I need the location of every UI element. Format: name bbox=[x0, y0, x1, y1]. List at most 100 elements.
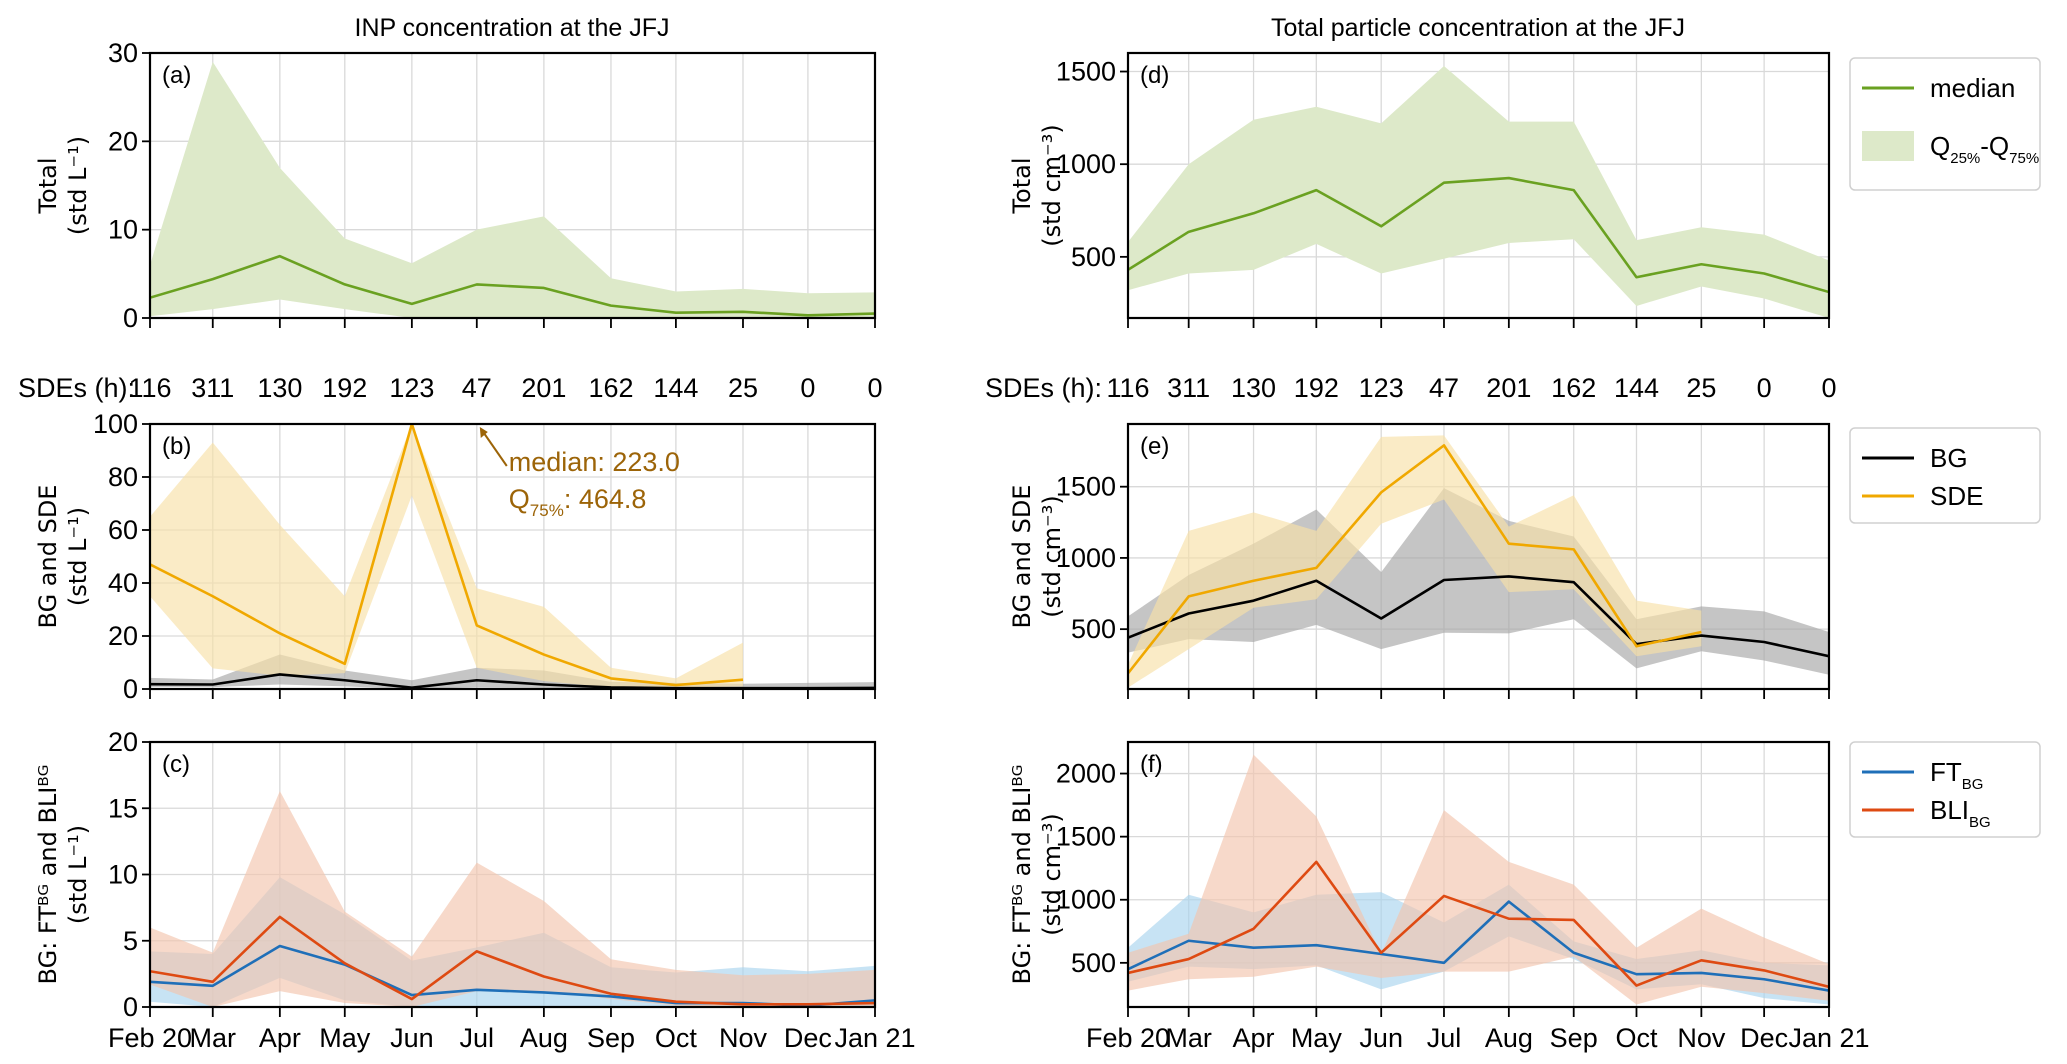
y-axis-label-line: BG and SDE bbox=[34, 485, 62, 629]
x-tick-label: Mar bbox=[190, 1023, 237, 1053]
x-tick-label: Apr bbox=[1233, 1023, 1275, 1053]
y-tick-label: 10 bbox=[108, 860, 138, 890]
y-tick-label: 1500 bbox=[1056, 822, 1116, 852]
sde-hours-value: 311 bbox=[1167, 373, 1210, 403]
series-group bbox=[1128, 754, 1829, 1005]
x-tick-label: Aug bbox=[520, 1023, 568, 1053]
y-tick-label: 80 bbox=[108, 462, 138, 492]
y-axis-label-line: BG: FTᴮᴳ and BLIᴮᴳ bbox=[1008, 765, 1036, 985]
sde-hours-value: 0 bbox=[1757, 373, 1772, 403]
x-tick-label: Apr bbox=[259, 1023, 301, 1053]
panel-a: 0 10 20 30 (a) Total(std L⁻¹) bbox=[34, 38, 877, 333]
iqr-band-sde bbox=[150, 424, 743, 688]
axes-frame bbox=[1126, 51, 1831, 320]
y-tick-label: 10 bbox=[108, 215, 138, 245]
panel-label: (c) bbox=[162, 751, 190, 778]
legend-label: FTBG bbox=[1930, 757, 1983, 793]
y-tick-label: 500 bbox=[1071, 948, 1116, 978]
sde-hours-left: SDEs (h):116 311 130 192 123 47 201 162 144 25 0 0 bbox=[18, 373, 883, 403]
y-tick-label: 40 bbox=[108, 568, 138, 598]
legend-swatch-fill bbox=[1862, 131, 1914, 161]
median-line-ft_bg bbox=[1128, 900, 1829, 992]
median-line-median bbox=[1128, 176, 1829, 294]
sde-hours-value: 311 bbox=[191, 373, 234, 403]
iqr-band-median bbox=[150, 61, 875, 318]
x-tick-label: Jan 21 bbox=[834, 1023, 915, 1053]
series-group bbox=[150, 791, 875, 1007]
x-tick-label: Jul bbox=[1427, 1023, 1462, 1053]
iqr-band-median bbox=[1128, 65, 1829, 318]
y-axis-label: BG and SDE(std cm⁻³) bbox=[1008, 485, 1066, 629]
sde-hours-value: 144 bbox=[1614, 373, 1659, 403]
median-line-sde bbox=[150, 424, 744, 687]
sde-hours-value: 47 bbox=[1429, 373, 1459, 403]
legend-text: Q bbox=[1930, 131, 1950, 161]
y-tick-label: 500 bbox=[1071, 242, 1116, 272]
axes-frame bbox=[1126, 422, 1831, 691]
y-tick-label: 30 bbox=[108, 38, 138, 68]
title-total-particles: Total particle concentration at the JFJ bbox=[1271, 14, 1685, 42]
x-tick-label: May bbox=[319, 1023, 371, 1053]
y-axis-label-line: Total bbox=[1008, 157, 1036, 214]
sde-hours-value: 0 bbox=[800, 373, 815, 403]
sde-hours-value: 25 bbox=[728, 373, 758, 403]
x-tick-label: Mar bbox=[1165, 1023, 1212, 1053]
panel-d: 500 1000 1500 (d) Total(std cm⁻³) bbox=[1008, 51, 1831, 328]
y-tick-label: 1000 bbox=[1056, 543, 1116, 573]
legend-label: Q25%-Q75% bbox=[1930, 131, 2039, 167]
sde-hours-value: 116 bbox=[128, 373, 171, 403]
sde-hours-label: SDEs (h): bbox=[18, 373, 135, 403]
y-tick-label: 1000 bbox=[1056, 149, 1116, 179]
median-line-sde bbox=[1128, 444, 1702, 675]
axes-frame bbox=[148, 51, 877, 320]
axes-frame bbox=[1126, 740, 1831, 1009]
x-tick-label: Oct bbox=[655, 1023, 698, 1053]
legend-text: SDE bbox=[1930, 481, 1983, 511]
legend-sub: 75% bbox=[2009, 150, 2039, 167]
x-tick-label: Feb 20 bbox=[108, 1023, 192, 1053]
annotation-median: median: 223.0 bbox=[509, 447, 680, 477]
y-tick-label: 1500 bbox=[1056, 472, 1116, 502]
y-axis-label-line: (std cm⁻³) bbox=[1038, 124, 1066, 246]
y-axis-label-line: (std L⁻¹) bbox=[64, 825, 92, 924]
legend-sub: BG bbox=[1962, 776, 1984, 793]
legend-sub: 25% bbox=[1950, 150, 1980, 167]
y-axis-label: BG: FTᴮᴳ and BLIᴮᴳ(std L⁻¹) bbox=[34, 765, 92, 985]
sde-hours-value: 116 bbox=[1106, 373, 1149, 403]
legend-box bbox=[1849, 741, 2041, 838]
legend-text: BLI bbox=[1930, 795, 1969, 825]
legend-text: BG bbox=[1930, 443, 1968, 473]
sde-hours-value: 0 bbox=[1821, 373, 1836, 403]
annotation-q75: Q75%: 464.8 bbox=[509, 484, 647, 520]
series-group bbox=[1128, 435, 1829, 688]
x-tick-label: May bbox=[1291, 1023, 1343, 1053]
annotation-q: Q bbox=[509, 484, 530, 514]
y-axis-label-line: (std L⁻¹) bbox=[64, 136, 92, 235]
legend-text: median bbox=[1930, 73, 2015, 103]
legend-text: FT bbox=[1930, 757, 1962, 787]
x-tick-label: Jan 21 bbox=[1788, 1023, 1869, 1053]
y-tick-label: 15 bbox=[108, 793, 138, 823]
sde-hours-value: 123 bbox=[389, 373, 434, 403]
x-tick-label: Jun bbox=[1359, 1023, 1403, 1053]
legend-box bbox=[1849, 427, 2041, 524]
y-tick-label: 20 bbox=[108, 126, 138, 156]
panel-label: (d) bbox=[1140, 62, 1169, 89]
sde-hours-value: 130 bbox=[257, 373, 302, 403]
median-line-bli_bg bbox=[1128, 860, 1829, 989]
x-tick-label: Sep bbox=[587, 1023, 635, 1053]
annotation-arrow bbox=[480, 429, 508, 467]
x-tick-label: Oct bbox=[1615, 1023, 1658, 1053]
sde-hours-value: 162 bbox=[1551, 373, 1596, 403]
sde-hours-value: 201 bbox=[1486, 373, 1531, 403]
legend-d: median Q25%-Q75% bbox=[1849, 57, 2041, 191]
median-line-bli_bg bbox=[150, 915, 875, 1006]
iqr-band-bli_bg bbox=[1128, 754, 1829, 1005]
y-axis-label-line: BG and SDE bbox=[1008, 485, 1036, 629]
y-tick-label: 20 bbox=[108, 727, 138, 757]
y-axis-label: Total(std cm⁻³) bbox=[1008, 124, 1066, 246]
median-line-bg bbox=[1128, 575, 1829, 658]
